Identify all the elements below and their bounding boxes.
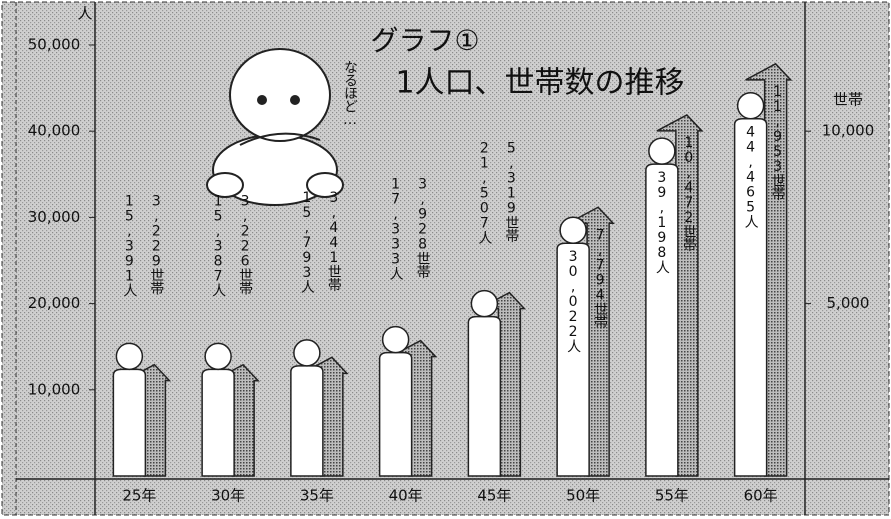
population-label: 30,022人 bbox=[565, 249, 581, 352]
x-tick-label: 50年 bbox=[566, 487, 600, 505]
population-head bbox=[559, 216, 587, 244]
y-axis-label: 人 bbox=[77, 5, 92, 23]
household-arrow bbox=[656, 113, 704, 477]
annotation: なるほど… bbox=[342, 60, 358, 127]
chart-title: グラフ① bbox=[370, 24, 479, 57]
population-label: 15,387人 bbox=[210, 193, 226, 296]
x-tick-label: 35年 bbox=[300, 487, 334, 505]
population-head bbox=[470, 289, 499, 318]
x-tick-label: 30年 bbox=[211, 487, 245, 505]
population-label: 21,507人 bbox=[476, 141, 492, 244]
population-head bbox=[293, 339, 321, 367]
x-tick-label: 40年 bbox=[389, 487, 423, 505]
x-tick-label: 25年 bbox=[122, 487, 156, 505]
population-figure bbox=[112, 368, 147, 477]
population-head bbox=[381, 325, 410, 354]
population-label: 44,465人 bbox=[743, 125, 759, 228]
household-label: 11,953世帯 bbox=[770, 84, 786, 201]
household-label: 3,928世帯 bbox=[415, 177, 431, 279]
household-arrow bbox=[745, 62, 793, 477]
y2-tick-label: 5,000 bbox=[827, 294, 870, 312]
population-label: 15,793人 bbox=[299, 190, 315, 293]
x-tick-label: 60年 bbox=[744, 487, 778, 505]
household-label: 3,229世帯 bbox=[148, 193, 164, 295]
population-head bbox=[736, 91, 765, 120]
population-head bbox=[115, 342, 144, 371]
population-label: 39,198人 bbox=[654, 170, 670, 273]
household-label: 5,319世帯 bbox=[503, 141, 519, 243]
population-figure bbox=[733, 117, 768, 477]
population-figure bbox=[378, 351, 413, 477]
population-head bbox=[204, 342, 232, 371]
population-figure bbox=[201, 368, 235, 477]
population-figure bbox=[556, 242, 590, 477]
chart-subtitle: 1人口、世帯数の推移 bbox=[395, 66, 684, 101]
population-figure bbox=[645, 163, 679, 477]
y-tick-label: 40,000 bbox=[28, 122, 81, 140]
population-label: 17,333人 bbox=[388, 177, 404, 280]
household-label: 10,472世帯 bbox=[681, 135, 697, 252]
y2-axis-label: 世帯 bbox=[833, 91, 863, 109]
y-tick-label: 10,000 bbox=[28, 380, 81, 398]
x-tick-label: 55年 bbox=[655, 487, 689, 505]
population-figure bbox=[290, 365, 324, 477]
y-tick-label: 30,000 bbox=[28, 208, 81, 226]
population-head bbox=[648, 137, 676, 165]
y-tick-label: 20,000 bbox=[28, 294, 81, 312]
x-tick-label: 45年 bbox=[477, 487, 511, 505]
population-label: 15,391人 bbox=[121, 193, 137, 296]
baby-illustration bbox=[206, 48, 344, 206]
population-figure bbox=[467, 315, 502, 477]
y2-tick-label: 10,000 bbox=[822, 122, 875, 140]
household-label: 3,226世帯 bbox=[237, 193, 253, 295]
household-label: 3,441世帯 bbox=[326, 190, 342, 292]
household-label: 7,794世帯 bbox=[592, 227, 608, 329]
y-tick-label: 50,000 bbox=[28, 36, 81, 54]
